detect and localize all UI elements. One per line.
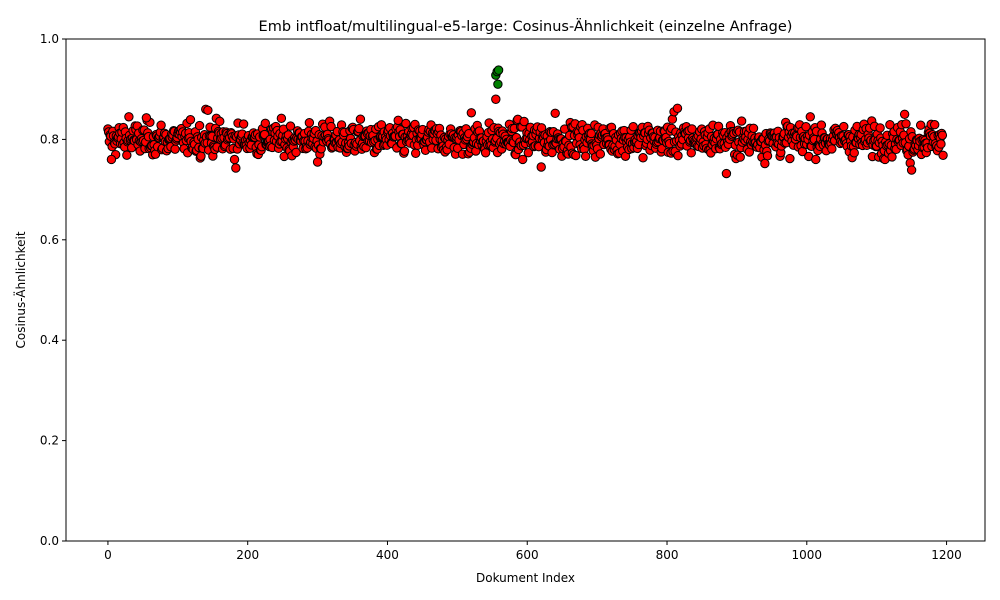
data-point	[915, 120, 926, 130]
x-tick-label: 600	[516, 548, 539, 562]
data-point	[238, 119, 249, 129]
x-tick-label: 1200	[931, 548, 962, 562]
data-point	[672, 103, 683, 113]
data-point	[354, 123, 364, 134]
data-point	[736, 116, 747, 126]
data-point	[849, 148, 859, 158]
data-point	[748, 123, 759, 134]
data-point	[215, 116, 225, 127]
data-point	[355, 114, 366, 124]
data-point	[906, 165, 917, 175]
data-point	[811, 154, 821, 165]
data-point	[185, 114, 196, 125]
data-point	[735, 152, 745, 162]
data-point	[260, 118, 271, 129]
data-point	[124, 112, 134, 122]
y-tick-label: 0.0	[40, 534, 59, 548]
data-point	[231, 163, 241, 173]
y-axis: 0.0 0.2 0.4 0.6 0.8 1.0	[40, 32, 66, 548]
data-point	[875, 123, 885, 133]
data-point	[466, 108, 477, 118]
data-point	[399, 146, 410, 156]
data-point	[229, 154, 240, 165]
data-point	[713, 121, 724, 132]
data-point	[550, 108, 560, 119]
data-point	[493, 79, 503, 89]
data-point	[686, 148, 696, 158]
data-point	[122, 150, 132, 160]
data-point	[762, 151, 773, 161]
data-point	[673, 150, 683, 161]
data-point	[523, 148, 533, 158]
data-point	[156, 120, 166, 130]
data-point	[937, 130, 948, 140]
y-tick-label: 0.6	[40, 233, 59, 247]
data-point	[571, 150, 581, 161]
x-axis: 0 200 400 600 800 1000 1200	[104, 541, 962, 562]
y-axis-label: Cosinus-Ähnlichkeit	[13, 231, 28, 348]
data-point	[547, 147, 557, 158]
data-point	[936, 139, 946, 149]
data-point	[760, 158, 770, 169]
data-point	[106, 154, 117, 165]
x-tick-label: 0	[104, 548, 112, 562]
y-tick-label: 0.4	[40, 333, 59, 347]
data-point	[393, 115, 403, 126]
data-point	[929, 120, 940, 130]
chart-title: Emb intfloat/multilingual-e5-large: Cosi…	[259, 17, 793, 35]
x-tick-label: 400	[376, 548, 399, 562]
data-point	[580, 151, 591, 162]
data-point	[519, 116, 529, 127]
data-point	[491, 94, 501, 104]
x-tick-label: 200	[236, 548, 259, 562]
data-point	[638, 153, 648, 163]
data-point	[628, 122, 638, 132]
data-point	[170, 144, 180, 154]
data-point	[887, 152, 897, 162]
data-point	[326, 121, 336, 132]
data-point	[141, 113, 152, 123]
data-point	[518, 154, 528, 165]
data-point	[801, 122, 811, 132]
data-point	[410, 148, 421, 158]
x-tick-label: 1000	[792, 548, 823, 562]
data-point	[203, 105, 213, 115]
data-point	[304, 118, 315, 128]
data-point	[401, 118, 411, 129]
data-point	[536, 162, 546, 172]
data-point	[480, 148, 491, 158]
data-point	[816, 120, 827, 130]
data-point	[196, 151, 206, 161]
data-point	[291, 147, 301, 158]
data-point	[312, 157, 323, 167]
data-point	[285, 121, 296, 131]
y-tick-label: 0.2	[40, 434, 59, 448]
y-tick-label: 0.8	[40, 132, 59, 146]
y-tick-label: 1.0	[40, 32, 59, 46]
data-point	[839, 121, 849, 132]
data-point	[194, 120, 205, 131]
data-point	[493, 65, 504, 75]
data-point	[805, 112, 815, 122]
data-point	[721, 168, 732, 179]
data-points	[103, 65, 948, 179]
data-point	[687, 124, 697, 134]
data-point	[938, 150, 948, 160]
data-point	[899, 109, 910, 120]
x-tick-label: 800	[656, 548, 679, 562]
data-point	[595, 149, 606, 159]
data-point	[276, 113, 287, 124]
data-point	[785, 153, 795, 164]
data-point	[827, 144, 837, 154]
plot-frame	[65, 38, 986, 542]
x-axis-label: Dokument Index	[476, 571, 575, 585]
data-point	[901, 119, 911, 129]
data-point	[586, 128, 596, 139]
